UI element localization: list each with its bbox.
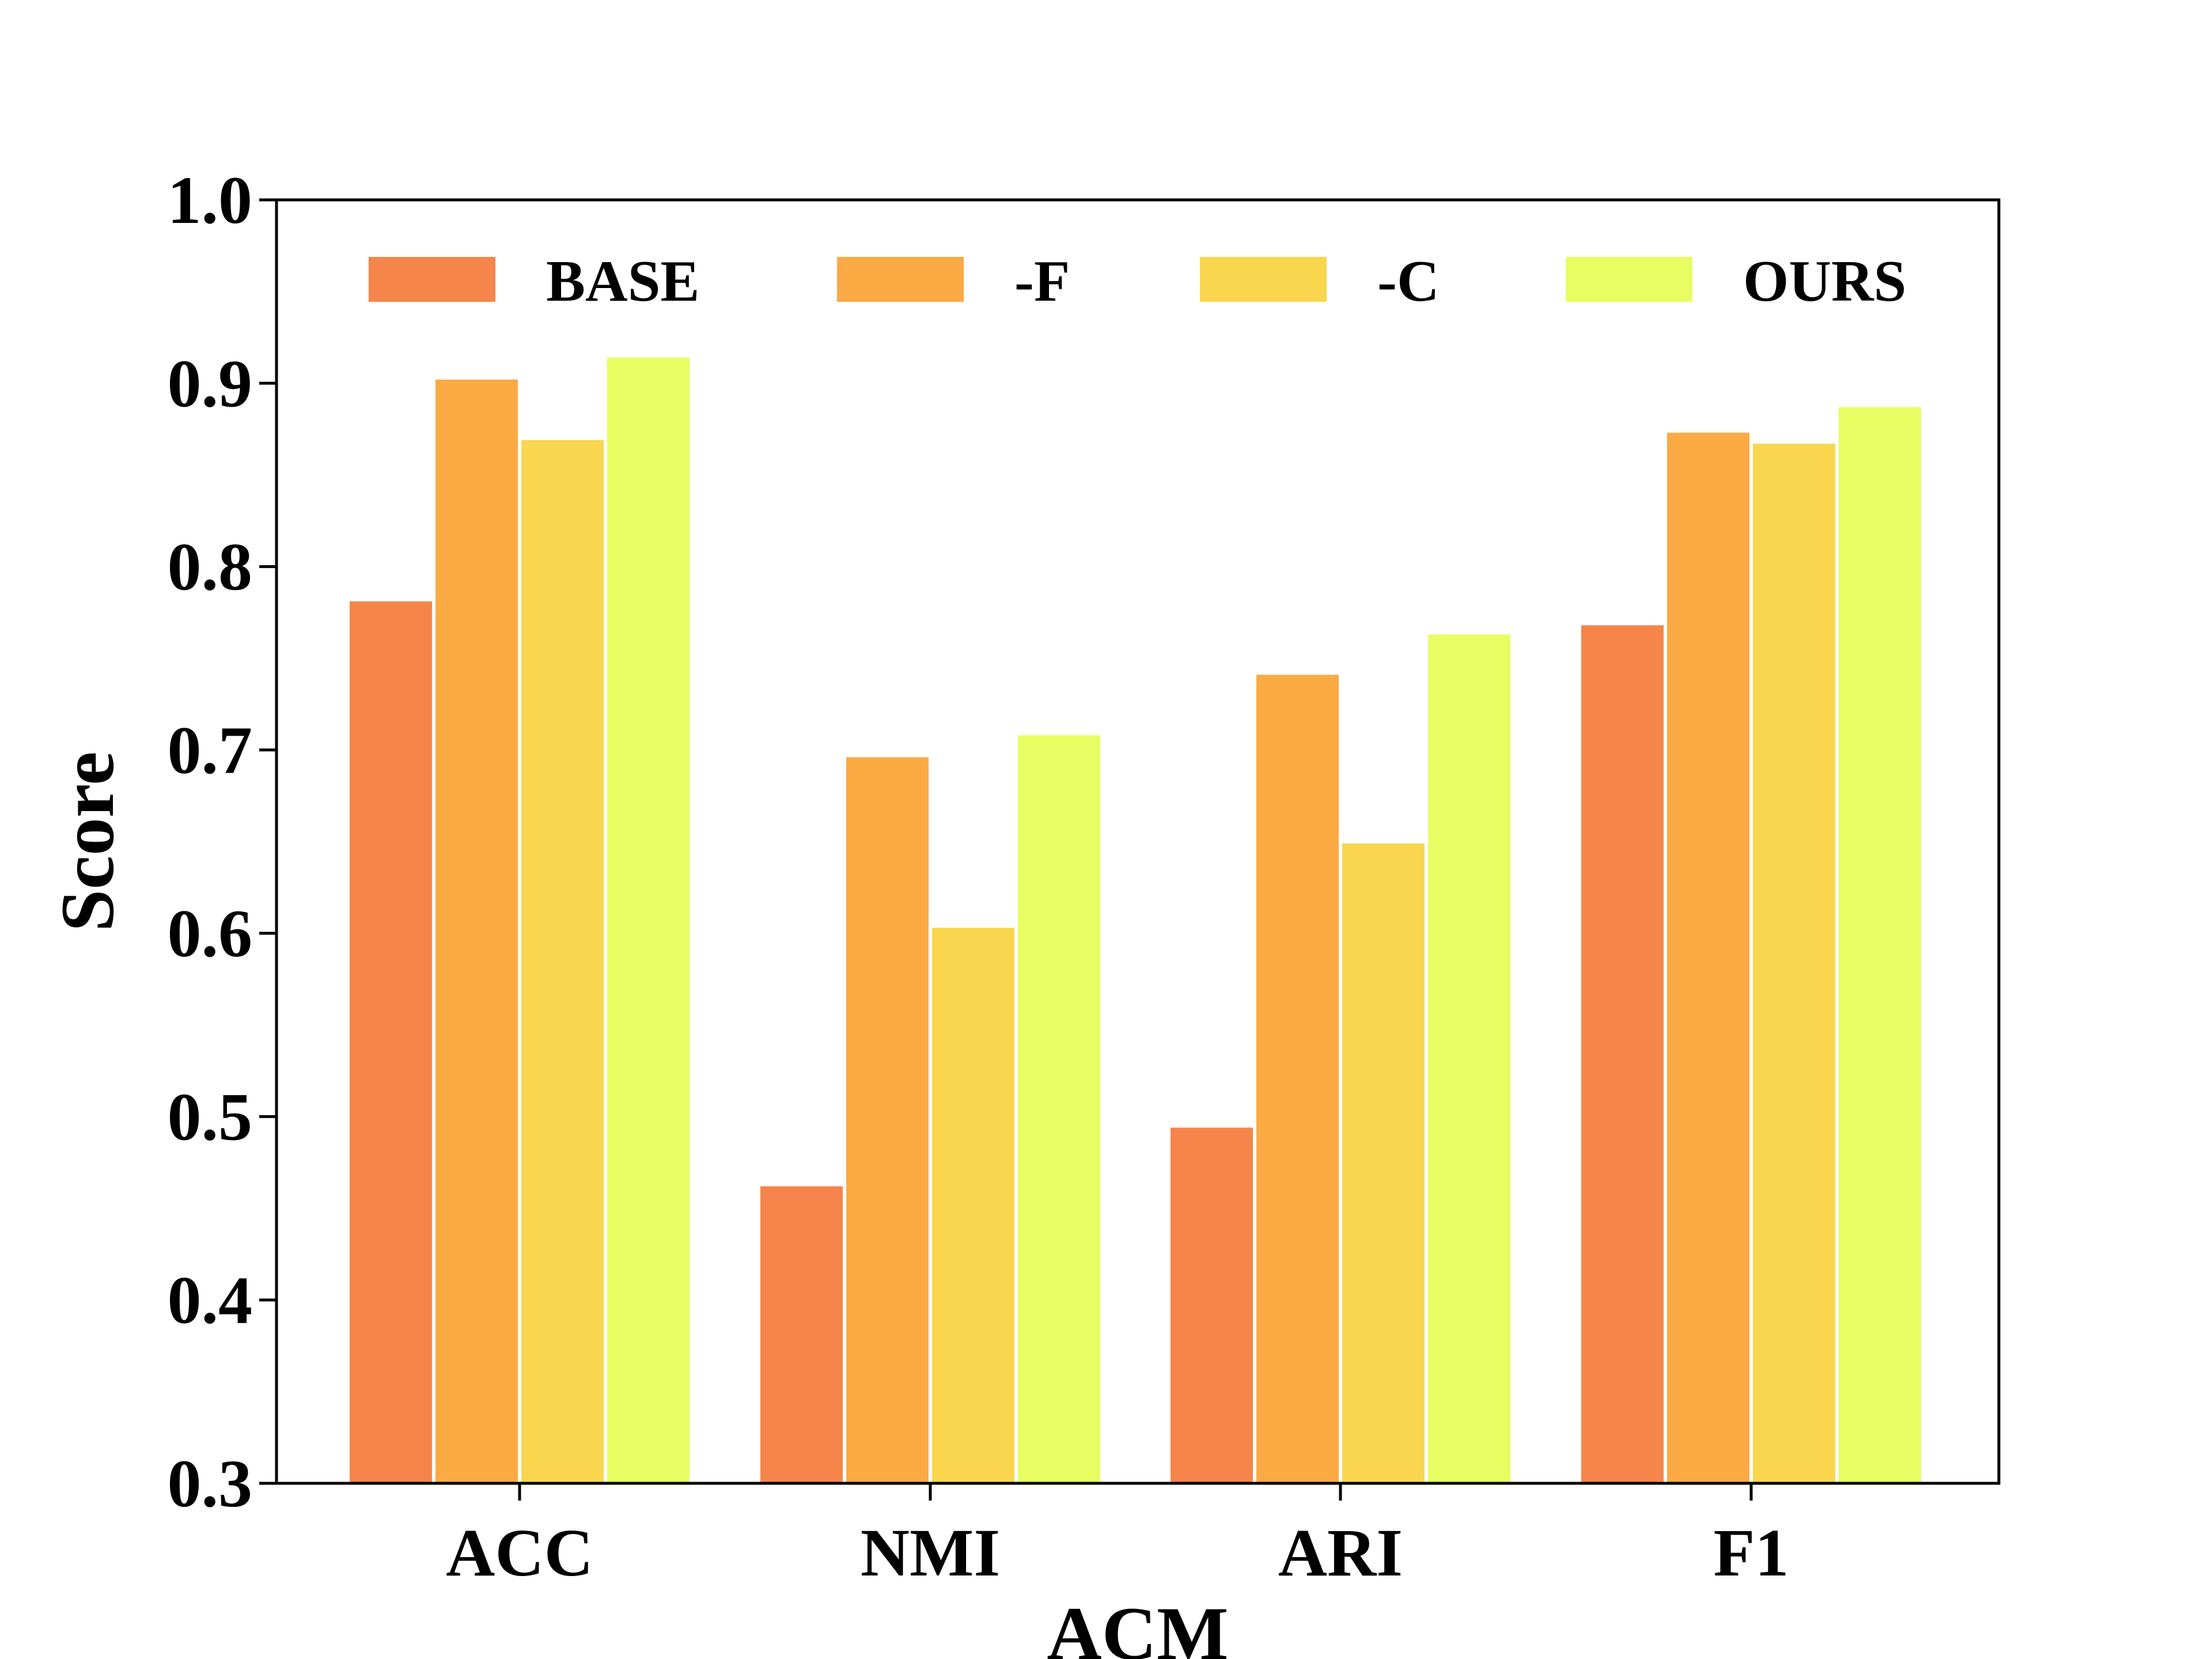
bar-base-ari <box>1171 1127 1253 1483</box>
legend-swatch <box>1200 257 1327 302</box>
x-axis: ACC NMI ARI F1 <box>446 1483 1789 1590</box>
bar-base-f1 <box>1581 625 1664 1483</box>
bar-ours-ari <box>1428 634 1510 1483</box>
legend-label: BASE <box>546 249 699 314</box>
legend-swatch <box>369 257 495 302</box>
y-axis: 0.3 0.4 0.5 0.6 0.7 0.8 0.9 1.0 <box>168 162 276 1521</box>
y-tick-label: 0.5 <box>168 1079 253 1154</box>
x-tick-label: ARI <box>1278 1515 1403 1590</box>
y-tick-label: 0.6 <box>168 896 253 971</box>
y-tick-label: 1.0 <box>168 162 253 238</box>
bar-ours-nmi <box>1018 735 1100 1483</box>
bar-f-nmi <box>846 757 929 1483</box>
bar-base-nmi <box>760 1186 843 1483</box>
legend-label: OURS <box>1743 249 1906 314</box>
bar-base-acc <box>350 601 432 1483</box>
x-tick-label: F1 <box>1713 1515 1789 1590</box>
y-tick-label: 0.7 <box>168 713 253 788</box>
bar-c-ari <box>1342 843 1425 1483</box>
y-tick-label: 0.3 <box>168 1446 253 1521</box>
bar-c-acc <box>521 440 604 1483</box>
legend: BASE -F -C OURS <box>369 249 1906 314</box>
bar-ours-acc <box>607 357 690 1484</box>
bar-ours-f1 <box>1839 407 1921 1484</box>
bar-f-ari <box>1256 675 1339 1483</box>
y-tick-label: 0.9 <box>168 346 253 421</box>
legend-swatch <box>1566 257 1692 302</box>
bars-layer <box>350 357 1921 1484</box>
bar-f-f1 <box>1667 433 1749 1484</box>
bar-c-nmi <box>932 927 1014 1483</box>
y-tick-label: 0.8 <box>168 529 253 605</box>
x-tick-label: ACC <box>446 1515 593 1590</box>
bar-f-acc <box>435 379 518 1483</box>
plot-frame <box>275 198 2001 1485</box>
y-axis-title: Score <box>45 752 130 932</box>
legend-label: -F <box>1014 249 1070 314</box>
y-tick-label: 0.4 <box>168 1263 253 1338</box>
x-tick-label: NMI <box>861 1515 1001 1590</box>
bar-c-f1 <box>1753 444 1835 1483</box>
legend-label: -C <box>1377 249 1440 314</box>
legend-swatch <box>837 257 964 302</box>
x-axis-title: ACM <box>1047 1591 1228 1659</box>
